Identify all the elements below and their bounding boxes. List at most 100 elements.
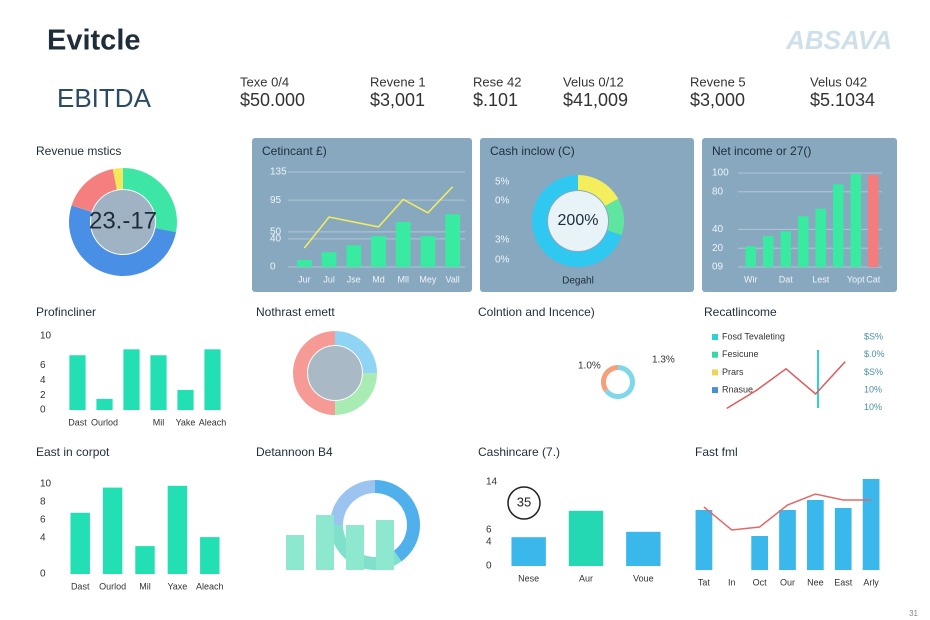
pie-hole [548,191,608,251]
x-tick-label: Arly [863,577,879,587]
bar [376,520,394,570]
x-tick-label: Yopt [847,274,865,284]
side-label: 0% [495,196,510,207]
bar [286,535,304,570]
legend-swatch [712,351,718,358]
x-tick-label: Wir [744,274,758,284]
side-label: $S% [864,367,883,377]
pie-slice [123,168,178,233]
logo: ABSAVA [785,25,892,55]
kpi-label: Revene 5 [690,74,746,89]
heading: EBITDA [57,83,152,113]
kpi-value: $50.000 [240,90,305,110]
x-tick-label: Aleach [199,417,227,427]
bar [445,214,461,267]
y-tick-label: 0 [40,569,46,580]
x-tick-label: Aur [579,573,593,583]
pie-slice [605,198,624,236]
kpi-label: Velus 0/12 [563,74,624,89]
pie-hole [308,346,362,400]
kpi-value: $41,009 [563,90,628,110]
y-tick-label: 40 [270,233,282,244]
bar [371,236,386,267]
x-tick-label: Yake [176,417,196,427]
bar [123,349,140,410]
y-tick-label: 10 [40,331,52,342]
bar [177,390,194,410]
bar [204,349,221,410]
bar [346,245,362,267]
legend-label: Fesicune [722,349,759,359]
side-label: 0% [495,255,510,266]
bar [798,216,809,267]
bar [807,500,824,570]
bar [70,512,90,574]
bar [69,355,86,410]
x-tick-label: Oct [753,577,768,587]
x-tick-label: Ourlod [91,417,118,427]
y-tick-label: 95 [270,195,282,206]
pie-slice [601,365,618,392]
x-tick-label: Jur [298,274,311,284]
chart-title: Cashincare (7.) [478,445,560,459]
x-tick-label: Nee [807,577,824,587]
bar [346,525,364,570]
kpi-label: Velus 042 [810,74,867,89]
bar [135,546,155,574]
x-tick-label: Mil [153,417,165,427]
side-label: 5% [495,177,510,188]
panel [252,138,472,292]
x-tick-label: Jul [323,274,335,284]
footer: 31 [909,609,918,618]
x-tick-label: Aleach [196,581,224,591]
y-tick-label: 6 [40,360,46,371]
chart-title: Detannoon B4 [256,445,333,459]
x-tick-label: Jse [347,274,361,284]
bar [316,515,334,570]
pie-slice [335,331,377,373]
pie-hole [607,371,629,393]
bar [862,479,880,570]
x-tick-label: East [834,577,853,587]
chart-title: East in corpot [36,445,110,459]
y-tick-label: 4 [486,537,492,548]
y-tick-label: 135 [270,167,287,178]
bar [626,531,661,566]
y-tick-label: 10 [40,479,52,490]
kpi-value: $.101 [473,90,518,110]
y-tick-label: 4 [40,375,46,386]
y-tick-label: 100 [712,168,729,179]
x-tick-label: Dast [68,417,87,427]
side-label: 10% [864,402,882,412]
legend-swatch [712,369,718,376]
y-tick-label: 20 [712,243,724,254]
legend-swatch [712,387,718,394]
bar [751,536,768,570]
x-tick-label: Nese [518,573,539,583]
bar [167,485,188,574]
kpi-label: Texe 0/4 [240,74,289,89]
chart-title: Recatlincome [704,305,777,319]
kpi-label: Revene 1 [370,74,426,89]
pie-slice [578,175,619,207]
bar [321,252,337,267]
line [303,186,454,249]
app-title: Evitcle [47,25,141,57]
x-tick-label: Mll [397,274,409,284]
center-label: 200% [558,212,599,229]
kpi-value: $3,001 [370,90,425,110]
kpi-value: $3,000 [690,90,745,110]
pie-slice [112,168,123,190]
y-tick-label: 8 [40,497,46,508]
bar [96,398,113,410]
x-tick-label: Dast [71,581,90,591]
bar [815,208,826,267]
kpi-value: $5.1034 [810,90,875,110]
bar [395,221,411,267]
line [703,493,872,531]
bar [568,510,604,566]
pie-hole [91,190,155,254]
bar [780,231,791,267]
x-tick-label: Yaxe [167,581,187,591]
